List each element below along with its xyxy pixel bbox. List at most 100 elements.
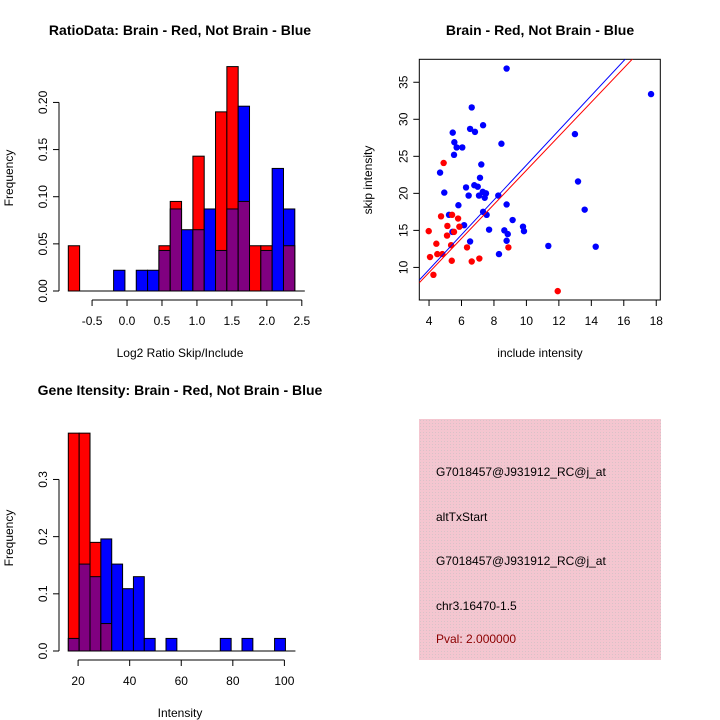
y-axis-label: skip intensity <box>361 146 375 215</box>
blue-bar <box>135 269 149 292</box>
x-tick-label: 6 <box>458 314 465 328</box>
blue-bar <box>143 637 156 652</box>
y-tick-label: 0.3 <box>36 471 50 488</box>
blue-point <box>453 144 460 151</box>
blue-point <box>441 189 448 196</box>
y-tick-label: 30 <box>396 112 410 126</box>
red-point <box>456 223 463 230</box>
red-point <box>448 211 456 219</box>
probe-id-2: G7018457@J931912_RC@j_at <box>436 554 606 568</box>
red-fit-line <box>419 59 633 284</box>
blue-point <box>545 242 552 250</box>
y-axis-label: Frequency <box>2 150 16 207</box>
x-tick-label: 12 <box>552 314 566 328</box>
gene-intensity-histogram: Gene Itensity: Brain - Red, Not Brain - … <box>2 382 323 720</box>
chart-title: RatioData: Brain - Red, Not Brain - Blue <box>49 22 311 38</box>
overlap-bar <box>89 576 102 652</box>
x-tick-label: 60 <box>175 674 189 688</box>
y-tick-label: 0.20 <box>36 90 50 114</box>
blue-bar <box>241 637 254 652</box>
red-point <box>430 271 437 279</box>
blue-fit-line <box>419 59 626 281</box>
plot-box <box>418 58 661 301</box>
blue-bar <box>203 208 217 292</box>
overlap-bar <box>282 245 296 292</box>
red-point <box>463 244 471 251</box>
red-point <box>554 287 561 295</box>
blue-point <box>476 174 484 181</box>
red-bar <box>67 245 81 292</box>
red-point <box>450 228 458 236</box>
pval-text: Pval: 2.000000 <box>436 632 516 646</box>
blue-point <box>465 192 472 199</box>
x-tick-label: -0.5 <box>82 314 103 328</box>
x-tick-label: 0.0 <box>119 314 136 328</box>
x-tick-label: 80 <box>226 674 240 688</box>
chart-title: Gene Itensity: Brain - Red, Not Brain - … <box>38 382 323 398</box>
y-tick-label: 20 <box>396 186 410 200</box>
x-tick-label: 14 <box>585 314 599 328</box>
blue-point <box>450 151 458 159</box>
overlap-bar <box>215 249 228 292</box>
blue-point <box>504 230 511 238</box>
blue-point <box>574 178 582 185</box>
red-point <box>433 240 440 247</box>
y-tick-label: 0.0 <box>36 642 50 659</box>
blue-point <box>471 128 479 136</box>
blue-bar <box>219 637 232 652</box>
red-bar <box>249 245 262 292</box>
overlap-bar <box>67 637 80 652</box>
x-tick-label: 1.5 <box>224 314 241 328</box>
overlap-bar <box>260 249 273 292</box>
y-tick-label: 0.00 <box>36 279 50 303</box>
x-tick-label: 40 <box>123 674 137 688</box>
blue-point <box>466 238 474 245</box>
blue-bar <box>132 576 145 652</box>
x-tick-label: 18 <box>650 314 664 328</box>
red-point <box>426 253 434 261</box>
overlap-bar <box>158 249 171 292</box>
blue-point <box>479 122 487 129</box>
y-tick-label: 0.05 <box>36 232 50 256</box>
red-point <box>444 222 451 230</box>
blue-point <box>520 227 528 235</box>
blue-point <box>455 202 462 209</box>
y-tick-label: 25 <box>396 149 410 163</box>
blue-point <box>495 250 503 258</box>
x-tick-label: 16 <box>617 314 631 328</box>
red-point <box>434 250 441 258</box>
blue-point <box>581 206 588 213</box>
x-axis-label: Log2 Ratio Skip/Include <box>117 346 244 360</box>
x-axis-label: include intensity <box>497 346 582 360</box>
red-point <box>476 255 483 262</box>
x-axis-label: Intensity <box>158 706 203 720</box>
blue-point <box>436 169 444 176</box>
red-point <box>439 250 446 258</box>
overlap-bar <box>226 208 239 292</box>
blue-bar <box>147 269 160 292</box>
blue-point <box>462 184 470 191</box>
x-tick-label: 10 <box>520 314 534 328</box>
blue-point <box>449 129 456 136</box>
ratio-histogram: RatioData: Brain - Red, Not Brain - Blue… <box>2 22 311 360</box>
red-point <box>443 232 451 239</box>
overlap-bar <box>237 200 251 292</box>
intensity-scatter: Brain - Red, Not Brain - Blue include in… <box>361 22 663 360</box>
blue-bar <box>271 167 284 292</box>
red-point <box>440 159 447 167</box>
y-tick-label: 10 <box>396 260 410 274</box>
y-axis-label: Frequency <box>2 510 16 567</box>
blue-point <box>485 226 493 233</box>
x-tick-label: 4 <box>426 314 433 328</box>
blue-point <box>509 216 516 224</box>
blue-point <box>503 201 510 208</box>
red-point <box>425 227 432 235</box>
blue-point <box>571 130 579 138</box>
probe-id: G7018457@J931912_RC@j_at <box>436 465 606 479</box>
x-tick-label: 100 <box>274 674 294 688</box>
blue-bar <box>113 269 126 292</box>
x-tick-label: 8 <box>491 314 498 328</box>
red-point <box>468 258 475 265</box>
y-tick-label: 0.10 <box>36 185 50 209</box>
blue-bar <box>274 637 286 652</box>
